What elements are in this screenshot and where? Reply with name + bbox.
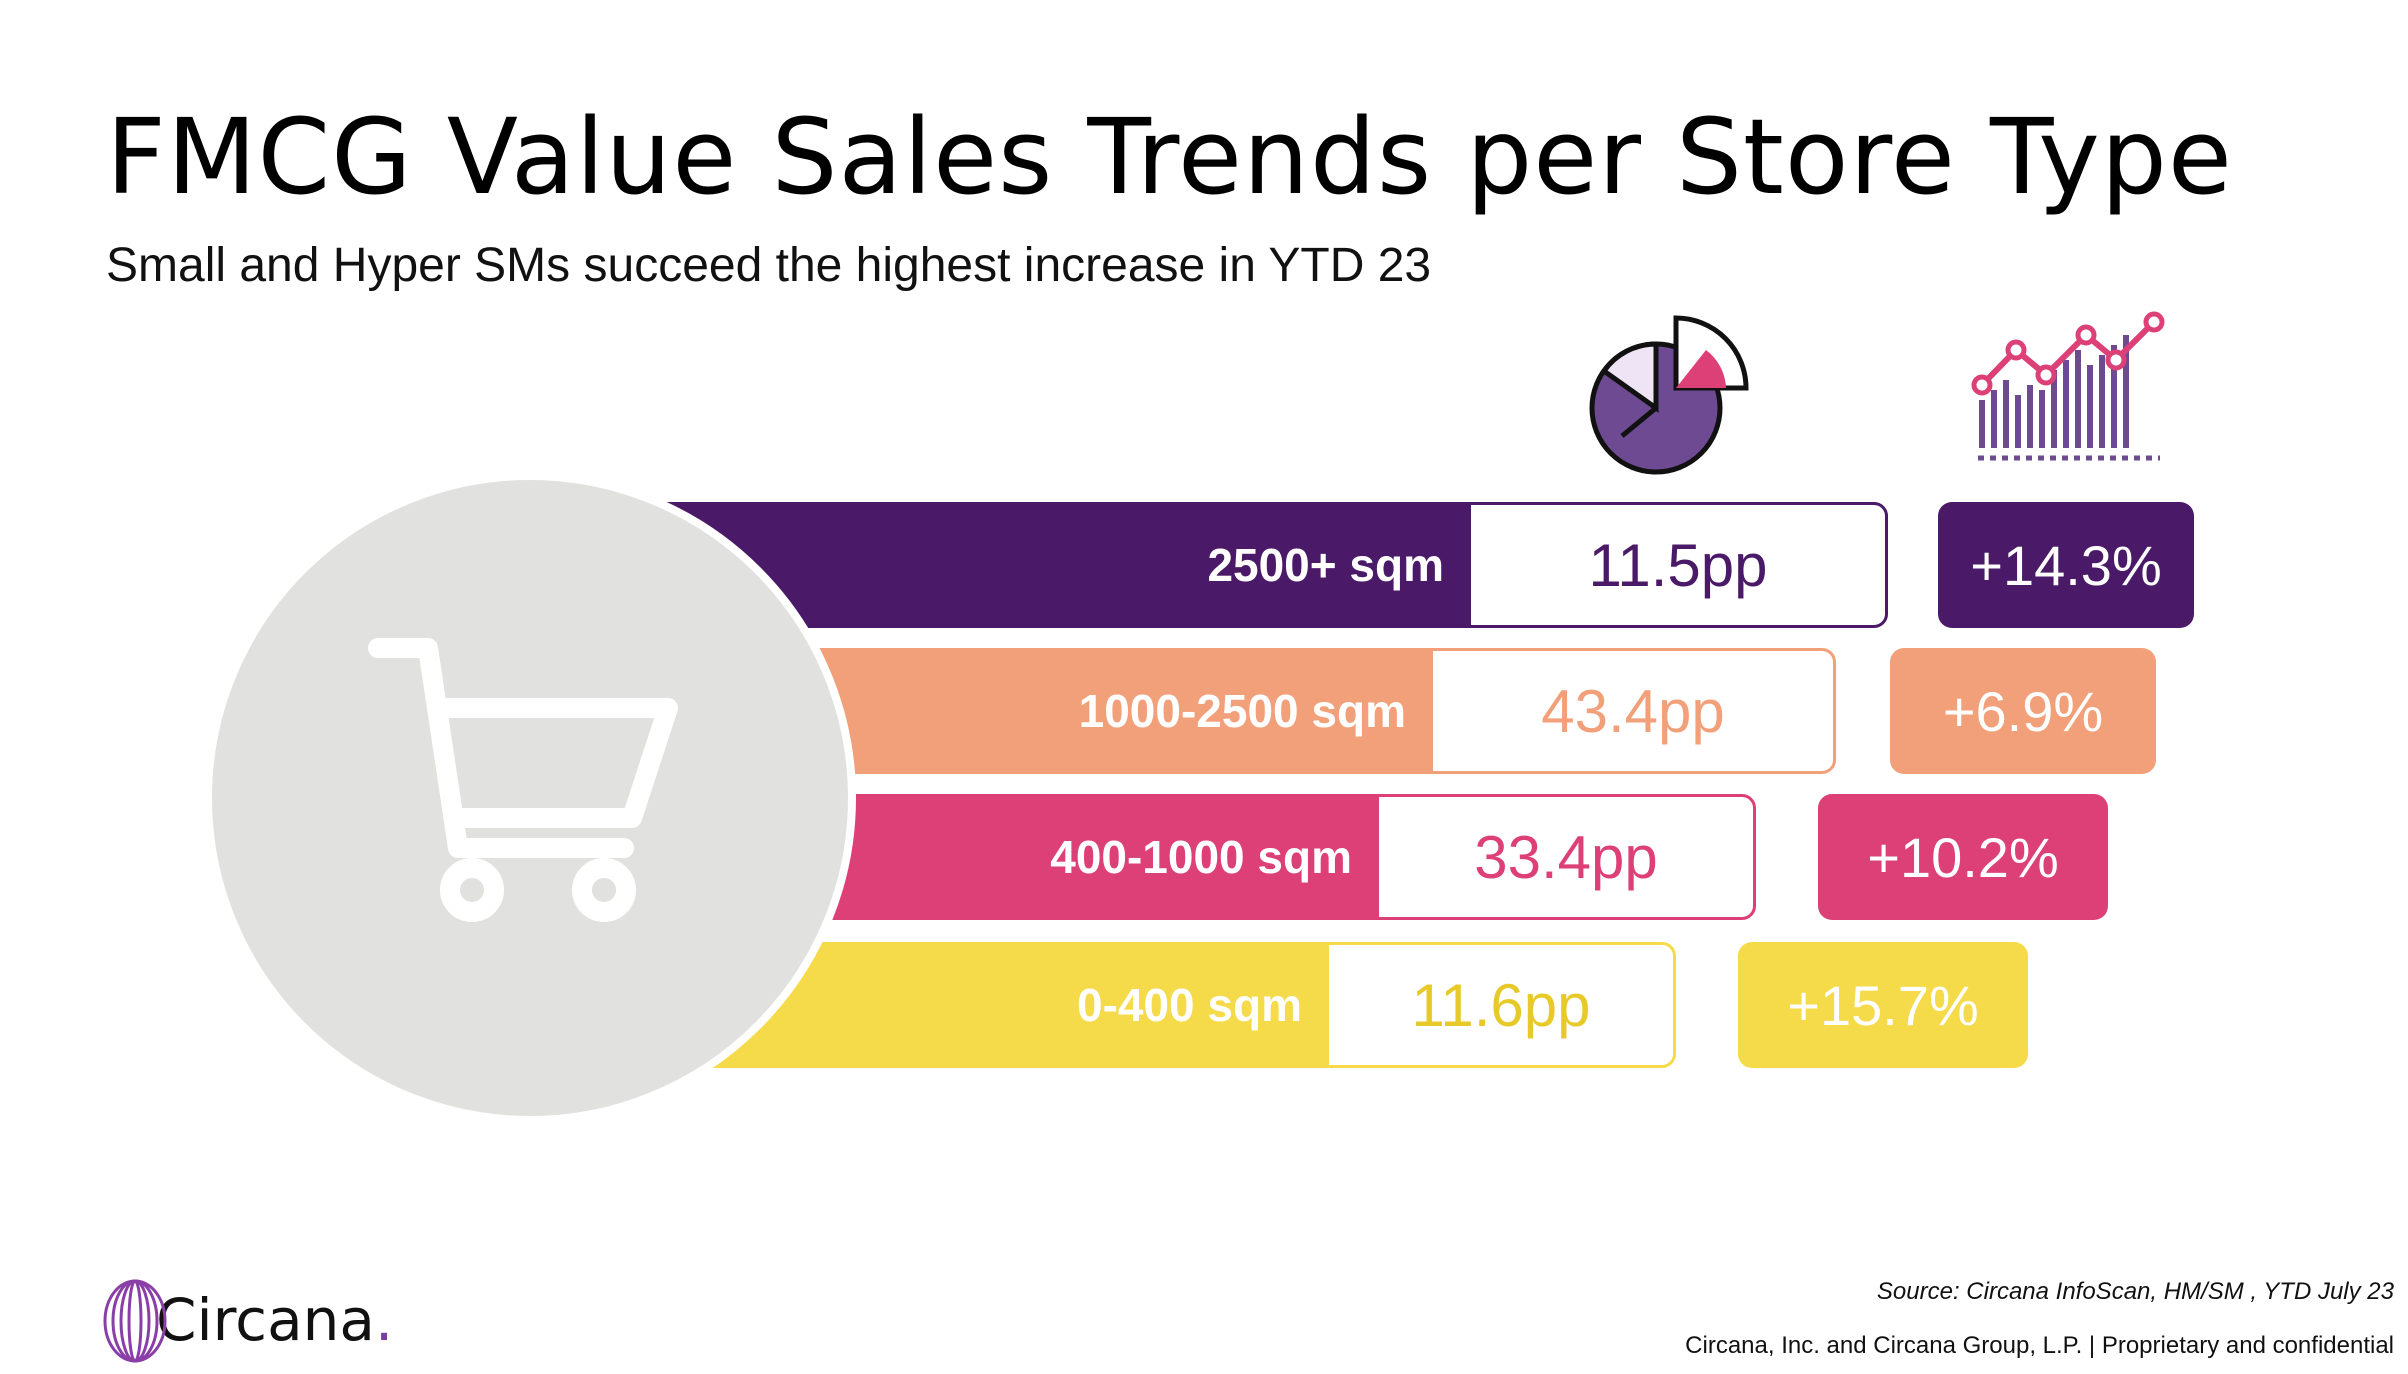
bar-category-label: 2500+ sqm (716, 502, 1468, 628)
share-value: 11.5pp (1468, 502, 1888, 628)
cart-circle (204, 472, 856, 1124)
share-value: 43.4pp (1430, 648, 1836, 774)
footer-note: Circana, Inc. and Circana Group, L.P. | … (1685, 1332, 2394, 1359)
growth-value: +10.2% (1818, 794, 2108, 920)
circana-logo-icon (103, 1279, 167, 1363)
trend-chart-icon (1971, 311, 2165, 461)
growth-value: +6.9% (1890, 648, 2156, 774)
source-note: Source: Circana InfoScan, HM/SM , YTD Ju… (1876, 1278, 2394, 1305)
shopping-cart-icon (368, 638, 678, 922)
page-subtitle: Small and Hyper SMs succeed the highest … (106, 239, 1432, 292)
pie-chart-icon (1589, 315, 1749, 475)
bar-category-label: 0-400 sqm (716, 942, 1326, 1068)
brand-dot: . (374, 1286, 394, 1354)
share-value: 11.6pp (1326, 942, 1676, 1068)
page-title: FMCG Value Sales Trends per Store Type (106, 96, 2233, 218)
share-value: 33.4pp (1376, 794, 1756, 920)
growth-value: +15.7% (1738, 942, 2028, 1068)
brand-logo: Circana. (156, 1286, 393, 1354)
growth-value: +14.3% (1938, 502, 2194, 628)
brand-name: Circana (156, 1286, 375, 1354)
